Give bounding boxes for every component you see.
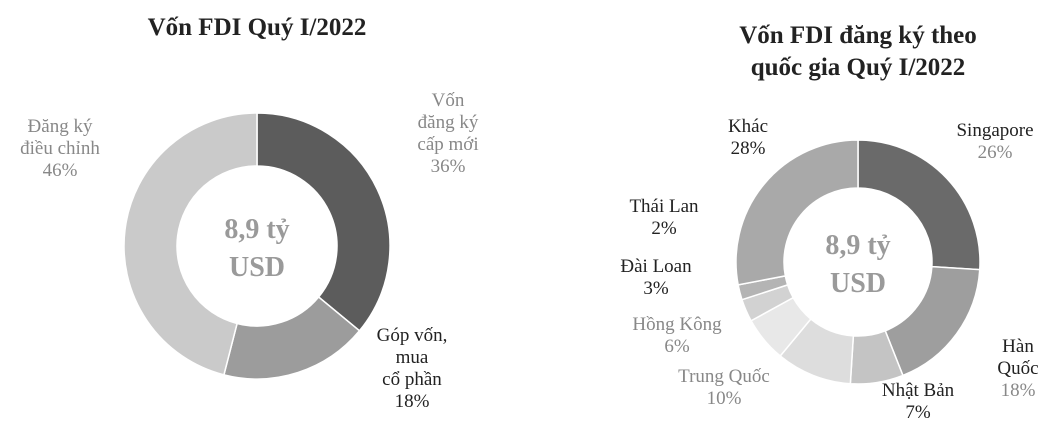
donut-segment <box>884 265 981 377</box>
chart-title: Vốn FDI Quý I/2022 <box>147 14 367 41</box>
value-label: 10% <box>706 388 742 409</box>
category-label: Đăng ký điều chỉnh <box>20 116 100 159</box>
segment-label: Đăng ký điều chỉnh 46% <box>20 116 100 182</box>
category-label: Nhật Bản <box>881 380 955 401</box>
donut-segment <box>256 112 391 332</box>
segment-label: Vốn đăng ký cấp mới 36% <box>417 90 478 178</box>
category-label: Trung Quốc <box>678 366 770 387</box>
segment-label: Thái Lan 2% <box>629 196 698 240</box>
segment-label: Hồng Kông 6% <box>632 314 721 358</box>
segment-label: Trung Quốc 10% <box>678 366 770 410</box>
value-label: 6% <box>664 336 690 357</box>
center-text: USD <box>830 268 886 299</box>
donut-segment <box>857 139 981 271</box>
segment-label: Khác 28% <box>728 116 768 160</box>
donut-segment <box>735 139 859 286</box>
value-label: 7% <box>905 402 931 423</box>
segment-label: Góp vốn, mua cổ phần 18% <box>377 325 448 413</box>
value-label: 18% <box>1000 380 1036 401</box>
segment-label: Đài Loan 3% <box>620 256 691 300</box>
category-label: Góp vốn, mua cổ phần <box>376 325 448 390</box>
center-text: 8,9 tỷ <box>825 230 890 261</box>
category-label: Hồng Kông <box>632 314 722 335</box>
value-label: 46% <box>42 160 78 181</box>
value-label: 28% <box>730 138 766 159</box>
category-label: Vốn đăng ký cấp mới <box>417 90 479 155</box>
category-label: Khác <box>727 116 769 137</box>
segment-label: Hàn Quốc 18% <box>995 336 1041 402</box>
category-label: Đài Loan <box>620 256 692 277</box>
center-text: USD <box>229 252 285 283</box>
chart-title: Vốn FDI đăng ký theo quốc gia Quý I/2022 <box>739 22 977 81</box>
value-label: 3% <box>643 278 669 299</box>
segment-label: Singapore 26% <box>956 120 1033 164</box>
value-label: 18% <box>394 391 430 412</box>
category-label: Hàn Quốc <box>997 336 1039 379</box>
value-label: 2% <box>651 218 677 239</box>
category-label: Singapore <box>956 120 1034 141</box>
value-label: 36% <box>430 156 466 177</box>
donut-segment <box>123 112 258 376</box>
value-label: 26% <box>977 142 1013 163</box>
center-text: 8,9 tỷ <box>224 214 289 245</box>
segment-label: Nhật Bản 7% <box>882 380 954 424</box>
category-label: Thái Lan <box>629 196 699 217</box>
